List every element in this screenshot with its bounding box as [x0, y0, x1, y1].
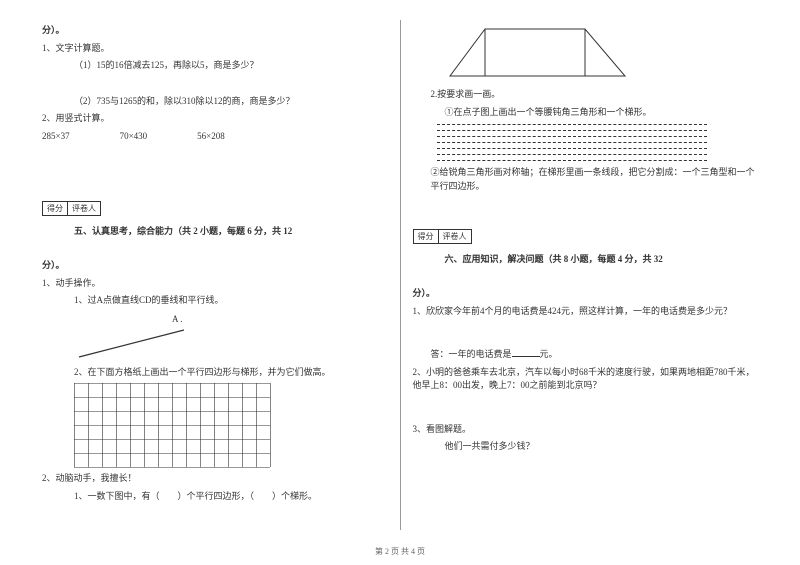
grid-svg [74, 383, 271, 468]
dashed-row [437, 136, 707, 137]
rq2-a: ①在点子图上画出一个等腰钝角三角形和一个梯形。 [413, 106, 759, 120]
blank-underline [512, 356, 540, 357]
score-cell: 得分 [414, 230, 439, 243]
score-cell: 评卷人 [68, 202, 100, 215]
q6-1-ans-post: 元。 [540, 349, 558, 359]
q6-3-a: 他们一共需付多少钱？ [413, 440, 759, 454]
score-cell: 评卷人 [439, 230, 471, 243]
q2-title: 2、用竖式计算。 [42, 112, 388, 126]
section-suffix: 分）。 [42, 24, 388, 38]
trap-outline [450, 29, 625, 76]
calc-a: 285×37 [42, 130, 70, 144]
grid-paper [42, 383, 388, 468]
calc-row: 285×37 70×430 56×208 [42, 130, 388, 144]
q5-2: 2、动脑动手，我擅长！ [42, 472, 388, 486]
line-diagram: A . [42, 312, 388, 362]
q1-b: （2）735与1265的和，除以310除以12的商，商是多少？ [42, 95, 388, 109]
q1-a: （1）15的16倍减去125，再除以5，商是多少？ [42, 59, 388, 73]
score-cell: 得分 [43, 202, 68, 215]
score-box: 得分 评卷人 [42, 201, 101, 216]
rq2-b: ②给锐角三角形画对称轴；在梯形里画一条线段，把它分割成：一个三角型和一个平行四边… [413, 166, 759, 193]
oblique-line-svg: A . [74, 312, 254, 360]
section6-suffix: 分）。 [413, 287, 759, 301]
rq2-title: 2.按要求画一画。 [413, 88, 759, 102]
point-a-label: A . [172, 314, 183, 324]
dashed-row [437, 160, 707, 161]
trapezoid-figure [413, 24, 759, 84]
q6-2: 2、小明的爸爸乘车去北京，汽车以每小时68千米的速度行驶，如果两地相距780千米… [413, 366, 759, 393]
section5-title: 五、认真思考，综合能力（共 2 小题，每题 6 分，共 12 [42, 224, 388, 237]
q6-3: 3、看图解题。 [413, 423, 759, 437]
q6-1: 1、欣欣家今年前4个月的电话费是424元，照这样计算，一年的电话费是多少元？ [413, 305, 759, 319]
calc-b: 70×430 [120, 130, 148, 144]
q1-title: 1、文字计算题。 [42, 42, 388, 56]
dashed-row [437, 124, 707, 125]
q5-1: 1、动手操作。 [42, 277, 388, 291]
dot-paper [437, 124, 759, 161]
dashed-row [437, 142, 707, 143]
line-cd [79, 330, 184, 357]
q6-1-answer: 答：一年的电话费是 元。 [413, 348, 759, 362]
calc-c: 56×208 [197, 130, 225, 144]
q5-2-a: 1、一数下图中，有（ ）个平行四边形，（ ）个梯形。 [42, 490, 388, 504]
q5-1-b: 2、在下面方格纸上画出一个平行四边形与梯形，并为它们做高。 [42, 366, 388, 380]
score-box: 得分 评卷人 [413, 229, 472, 244]
left-column: 分）。 1、文字计算题。 （1）15的16倍减去125，再除以5，商是多少？ （… [30, 20, 401, 530]
dashed-row [437, 154, 707, 155]
section6-title: 六、应用知识，解决问题（共 8 小题，每题 4 分，共 32 [413, 252, 759, 265]
dashed-row [437, 130, 707, 131]
section5-suffix: 分）。 [42, 259, 388, 273]
page-footer: 第 2 页 共 4 页 [0, 546, 800, 557]
trapezoid-svg [445, 24, 635, 82]
q5-1-a: 1、过A点做直线CD的垂线和平行线。 [42, 294, 388, 308]
q6-1-ans-pre: 答：一年的电话费是 [431, 349, 512, 359]
page-container: 分）。 1、文字计算题。 （1）15的16倍减去125，再除以5，商是多少？ （… [0, 0, 800, 530]
dashed-row [437, 148, 707, 149]
right-column: 2.按要求画一画。 ①在点子图上画出一个等腰钝角三角形和一个梯形。 ②给锐角三角… [401, 20, 771, 530]
